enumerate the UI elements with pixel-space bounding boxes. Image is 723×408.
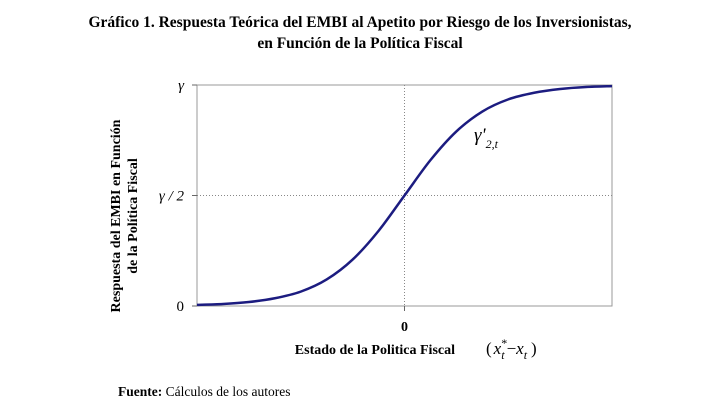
y-label-line: de la Política Fiscal [126, 158, 141, 274]
sub: t [501, 348, 505, 362]
annotation-base: γ' [474, 125, 486, 146]
var: x [515, 339, 524, 358]
curve [196, 84, 613, 307]
annotation: γ'2,t [474, 125, 499, 151]
y-tick-label: γ [178, 78, 185, 94]
x-axis-label: Estado de la Politica Fiscal [295, 343, 455, 358]
y-tick-label: γ / 2 [159, 189, 185, 205]
y-axis-label: Respuesta del EMBI en Función de la Polí… [109, 119, 141, 312]
sup: * [501, 336, 507, 350]
x-formula: (x* t −xt) [486, 336, 537, 362]
var: x [493, 339, 502, 358]
x-tick-label: 0 [401, 320, 408, 335]
chart-title: Gráfico 1. Respuesta Teórica del EMBI al… [88, 14, 631, 31]
y-label-line: Respuesta del EMBI en Función [109, 119, 124, 312]
source-label: Fuente: [118, 384, 162, 399]
sub: t [524, 348, 528, 362]
source: Fuente: Cálculos de los autores [118, 384, 290, 399]
paren: ( [486, 339, 492, 358]
y-tick-label: 0 [177, 299, 185, 315]
minus: − [507, 339, 517, 358]
chart-title: en Función de la Política Fiscal [257, 35, 463, 52]
annotation-sub: 2,t [486, 137, 499, 151]
source-text: Cálculos de los autores [166, 384, 291, 399]
paren: ) [531, 339, 537, 358]
